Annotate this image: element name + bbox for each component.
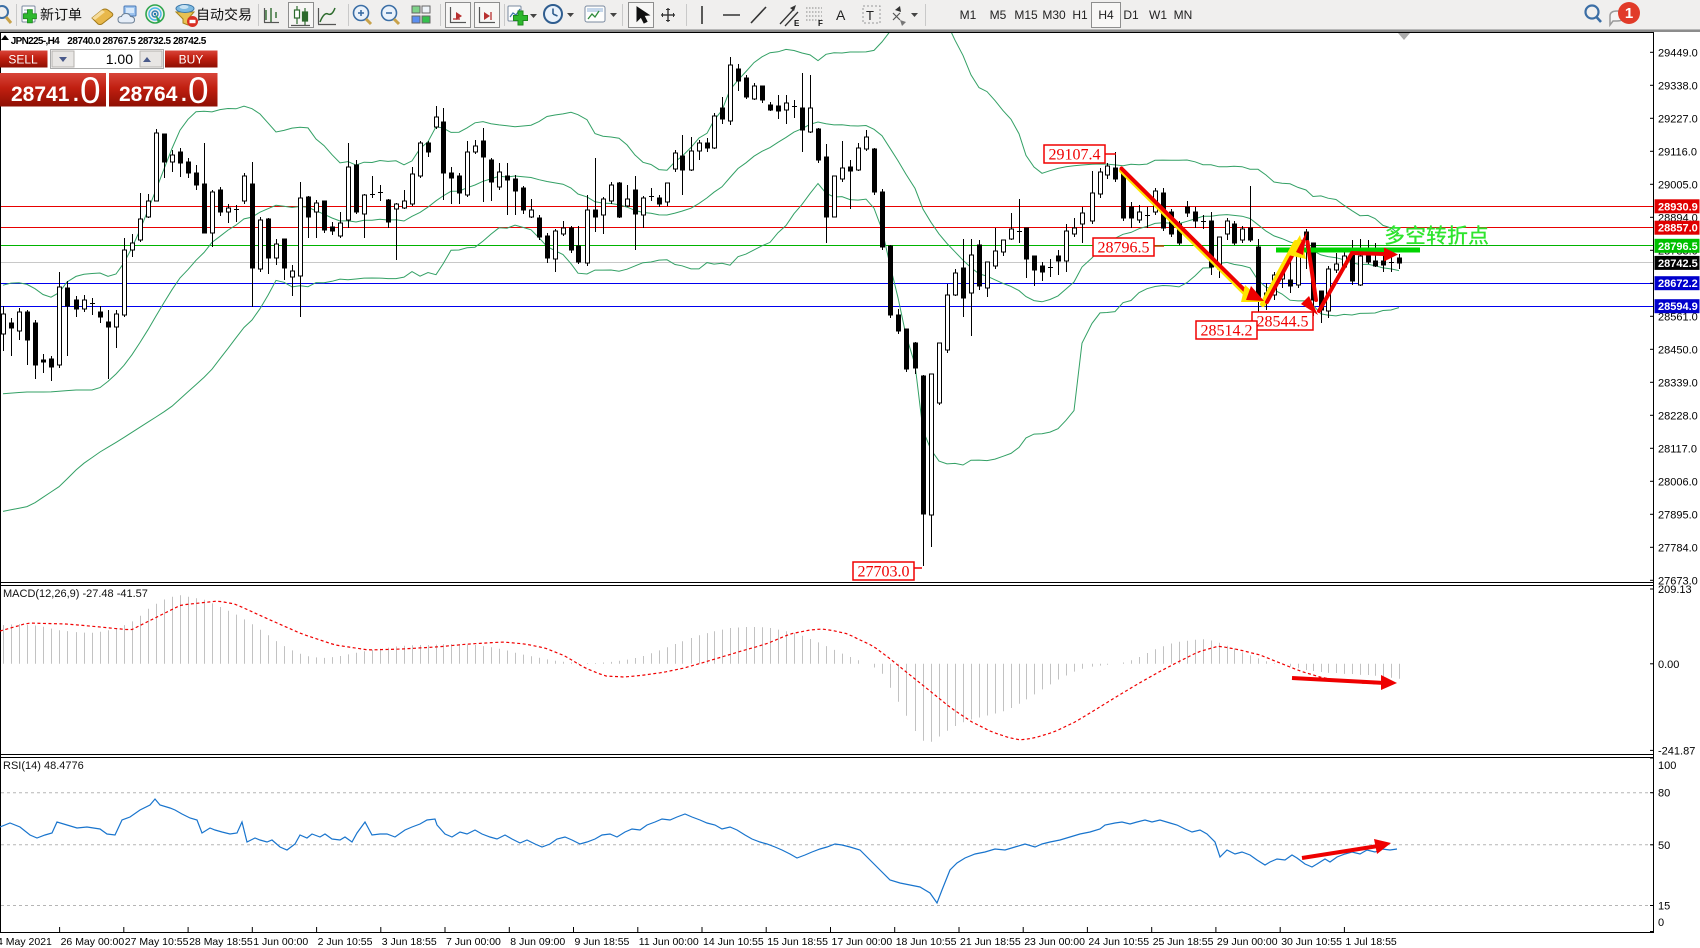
svg-text:28742.5: 28742.5: [1658, 258, 1698, 270]
svg-text:23 Jun 00:00: 23 Jun 00:00: [1024, 936, 1085, 948]
svg-text:28006.0: 28006.0: [1658, 476, 1698, 488]
svg-text:4 May 2021: 4 May 2021: [0, 936, 52, 948]
svg-text:W1: W1: [1149, 8, 1167, 22]
svg-text:25 Jun 18:55: 25 Jun 18:55: [1153, 936, 1214, 948]
svg-text:A: A: [836, 7, 846, 23]
svg-text:M1: M1: [960, 8, 977, 22]
svg-text:F: F: [818, 19, 823, 28]
svg-text:JPN225-,H4: JPN225-,H4: [11, 36, 60, 47]
svg-text:28561.0: 28561.0: [1658, 311, 1698, 323]
svg-text:H1: H1: [1072, 8, 1088, 22]
svg-text:27673.0: 27673.0: [1658, 575, 1698, 587]
svg-text:BUY: BUY: [179, 53, 204, 67]
svg-text:11 Jun 00:00: 11 Jun 00:00: [639, 936, 699, 948]
svg-text:29338.0: 29338.0: [1658, 80, 1698, 92]
svg-text:28514.2: 28514.2: [1201, 323, 1253, 340]
svg-text:17 Jun 00:00: 17 Jun 00:00: [832, 936, 893, 948]
svg-text:SELL: SELL: [8, 53, 38, 67]
svg-text:15 Jun 18:55: 15 Jun 18:55: [767, 936, 828, 948]
svg-text:1: 1: [1625, 5, 1633, 22]
svg-text:28594.9: 28594.9: [1658, 301, 1698, 313]
svg-text:3 Jun 18:55: 3 Jun 18:55: [382, 936, 437, 948]
svg-text:27 May 10:55: 27 May 10:55: [125, 936, 189, 948]
svg-text:28764: 28764: [119, 83, 178, 106]
svg-text:50: 50: [1658, 840, 1670, 852]
svg-text:MN: MN: [1174, 8, 1193, 22]
svg-text:28930.9: 28930.9: [1658, 201, 1698, 213]
svg-text:1 Jun 00:00: 1 Jun 00:00: [253, 936, 308, 948]
svg-text:28228.0: 28228.0: [1658, 410, 1698, 422]
svg-text:0: 0: [80, 70, 101, 111]
svg-text:28450.0: 28450.0: [1658, 344, 1698, 356]
svg-text:26 May 00:00: 26 May 00:00: [61, 936, 125, 948]
svg-text:.: .: [73, 83, 79, 106]
svg-text:8 Jun 09:00: 8 Jun 09:00: [510, 936, 565, 948]
svg-text:-241.87: -241.87: [1658, 745, 1695, 757]
svg-text:80: 80: [1658, 788, 1670, 800]
svg-text:28796.5: 28796.5: [1658, 241, 1698, 253]
svg-text:18 Jun 10:55: 18 Jun 10:55: [896, 936, 957, 948]
svg-text:27784.0: 27784.0: [1658, 542, 1698, 554]
svg-text:29449.0: 29449.0: [1658, 47, 1698, 59]
svg-text:RSI(14) 48.4776: RSI(14) 48.4776: [3, 760, 84, 772]
svg-text:H4: H4: [1098, 8, 1114, 22]
svg-text:M15: M15: [1014, 8, 1038, 22]
svg-text:0.00: 0.00: [1658, 659, 1679, 671]
svg-text:28339.0: 28339.0: [1658, 377, 1698, 389]
svg-text:28544.5: 28544.5: [1257, 314, 1309, 331]
svg-text:1 Jul 18:55: 1 Jul 18:55: [1345, 936, 1397, 948]
svg-text:E: E: [794, 19, 800, 28]
svg-text:28 May 18:55: 28 May 18:55: [189, 936, 253, 948]
svg-text:T: T: [866, 8, 874, 23]
svg-text:29005.0: 29005.0: [1658, 179, 1698, 191]
svg-text:28741: 28741: [11, 83, 70, 106]
svg-text:28117.0: 28117.0: [1658, 443, 1697, 455]
svg-text:9 Jun 18:55: 9 Jun 18:55: [575, 936, 630, 948]
svg-text:29 Jun 00:00: 29 Jun 00:00: [1217, 936, 1278, 948]
svg-text:30 Jun 10:55: 30 Jun 10:55: [1281, 936, 1342, 948]
svg-text:28796.5: 28796.5: [1098, 240, 1150, 257]
svg-text:27895.0: 27895.0: [1658, 509, 1698, 521]
svg-text:7 Jun 00:00: 7 Jun 00:00: [446, 936, 501, 948]
svg-text:24 Jun 10:55: 24 Jun 10:55: [1088, 936, 1149, 948]
svg-text:M30: M30: [1042, 8, 1066, 22]
svg-text:14 Jun 10:55: 14 Jun 10:55: [703, 936, 764, 948]
svg-text:MACD(12,26,9) -27.48 -41.57: MACD(12,26,9) -27.48 -41.57: [3, 588, 148, 600]
svg-text:27703.0: 27703.0: [858, 564, 910, 581]
svg-text:0: 0: [1658, 917, 1664, 929]
svg-text:D1: D1: [1123, 8, 1139, 22]
svg-text:209.13: 209.13: [1658, 584, 1692, 596]
svg-text:28672.2: 28672.2: [1658, 278, 1698, 290]
svg-text:M5: M5: [990, 8, 1007, 22]
svg-text:2 Jun 10:55: 2 Jun 10:55: [318, 936, 373, 948]
svg-text:0: 0: [188, 70, 209, 111]
svg-text:1.00: 1.00: [106, 51, 133, 67]
svg-text:21 Jun 18:55: 21 Jun 18:55: [960, 936, 1021, 948]
svg-text:100: 100: [1658, 760, 1676, 772]
svg-text:29227.0: 29227.0: [1658, 113, 1698, 125]
svg-text:29116.0: 29116.0: [1658, 146, 1697, 158]
svg-text:28857.0: 28857.0: [1658, 223, 1698, 235]
svg-text:29107.4: 29107.4: [1049, 147, 1101, 164]
svg-text:15: 15: [1658, 901, 1670, 913]
svg-text:.: .: [181, 83, 187, 106]
svg-text:28740.0 28767.5 28732.5 28742.: 28740.0 28767.5 28732.5 28742.5: [67, 36, 206, 47]
